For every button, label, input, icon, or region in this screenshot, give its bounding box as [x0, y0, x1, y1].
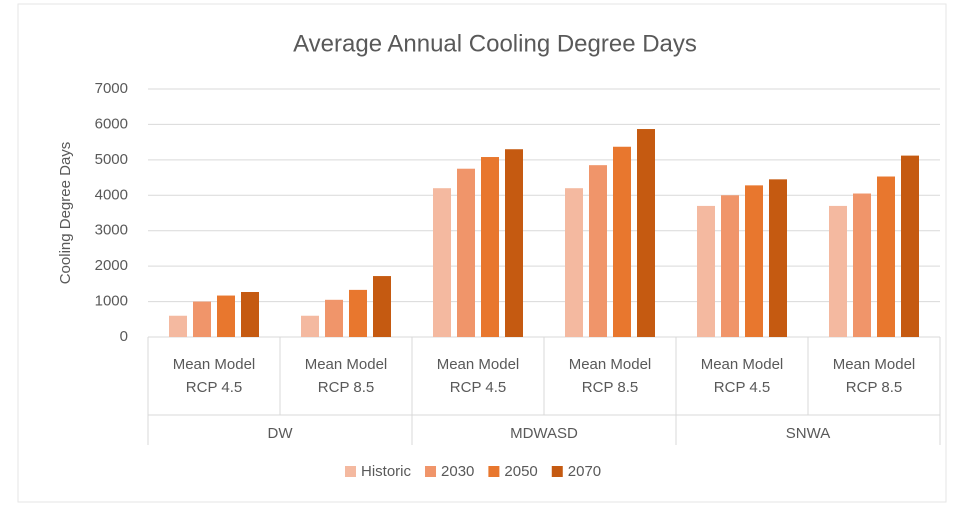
bar — [637, 129, 655, 337]
bar — [745, 185, 763, 337]
bar — [457, 168, 475, 337]
bar — [217, 295, 235, 337]
legend-label: 2030 — [441, 463, 474, 480]
legend-swatch — [551, 466, 563, 477]
bar — [565, 188, 583, 337]
bar — [853, 193, 871, 337]
x-tick-label: Mean Model RCP 8.5 — [304, 356, 388, 396]
bar — [697, 205, 715, 337]
bar — [373, 276, 391, 337]
bar — [325, 299, 343, 337]
bar — [877, 176, 895, 337]
bar — [433, 188, 451, 337]
group-label: MDWASD — [510, 425, 578, 442]
x-tick-label: Mean Model RCP 4.5 — [700, 356, 784, 396]
bar — [193, 301, 211, 337]
bar — [301, 315, 319, 337]
bar — [505, 149, 523, 337]
legend-label: 2050 — [504, 463, 537, 480]
bar — [721, 195, 739, 337]
legend-label: 2070 — [568, 463, 601, 480]
bar — [613, 146, 631, 337]
bar — [169, 315, 187, 337]
legend-label: Historic — [361, 463, 412, 480]
legend-swatch — [488, 466, 500, 477]
legend-swatch — [345, 466, 356, 477]
x-tick-label: Mean Model RCP 4.5 — [436, 356, 520, 396]
chart-title: Average Annual Cooling Degree Days — [293, 30, 697, 57]
y-tick-label: 0 — [120, 328, 128, 345]
x-tick-label: Mean Model RCP 8.5 — [832, 356, 916, 396]
x-tick-label: Mean Model RCP 8.5 — [568, 356, 652, 396]
bar — [769, 179, 787, 337]
bar — [241, 292, 259, 337]
group-label: SNWA — [785, 425, 831, 442]
y-tick-label: 2000 — [95, 257, 128, 274]
bar — [481, 157, 499, 337]
bar — [349, 289, 367, 337]
y-tick-label: 7000 — [95, 80, 128, 97]
legend-swatch — [425, 466, 437, 477]
bar — [589, 165, 607, 337]
x-tick-label: Mean Model RCP 4.5 — [172, 356, 256, 396]
bar — [901, 155, 919, 337]
y-tick-label: 6000 — [95, 115, 128, 132]
group-label: DW — [267, 425, 293, 442]
y-axis-label: Cooling Degree Days — [57, 142, 74, 285]
y-tick-label: 1000 — [95, 293, 128, 310]
bar — [829, 205, 847, 337]
y-tick-label: 5000 — [95, 151, 128, 168]
y-tick-label: 4000 — [95, 186, 128, 203]
y-tick-label: 3000 — [95, 222, 128, 239]
